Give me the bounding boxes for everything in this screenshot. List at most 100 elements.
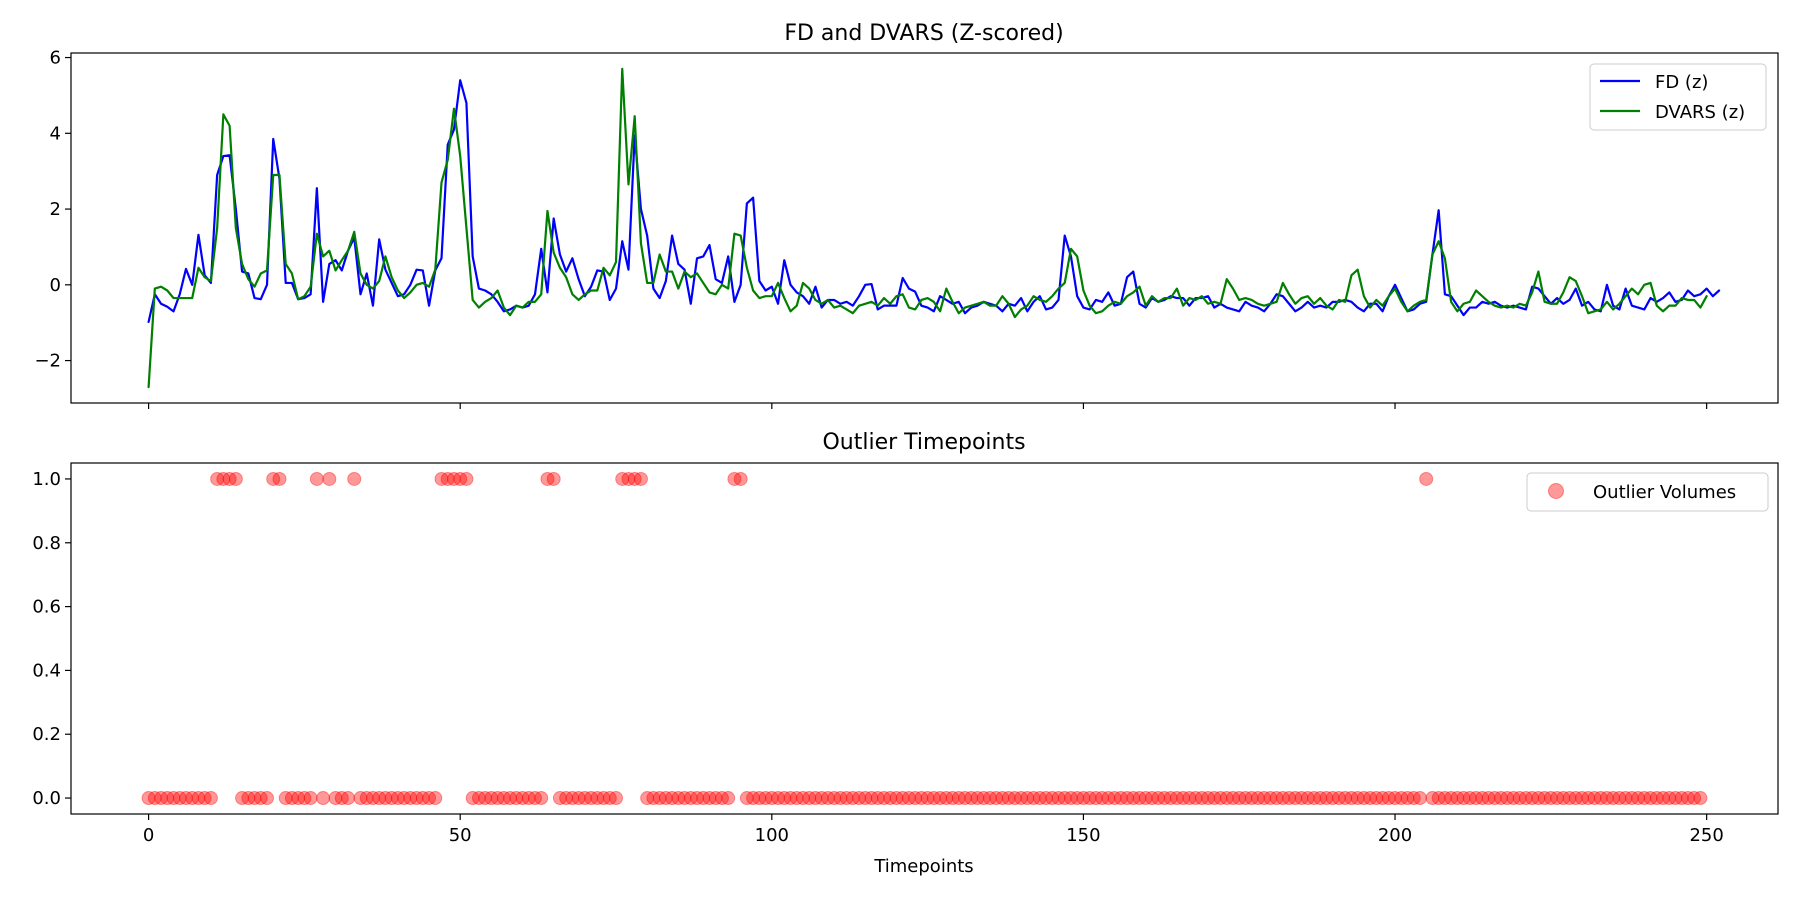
outlier-point — [590, 791, 605, 806]
outlier-point — [1624, 791, 1639, 806]
outlier-point — [521, 791, 536, 806]
outlier-point — [1575, 791, 1589, 806]
outlier-point — [677, 791, 692, 806]
outlier-point — [347, 471, 362, 486]
outlier-point — [1506, 791, 1521, 806]
outlier-point — [1350, 791, 1365, 806]
outlier-point — [1481, 791, 1496, 806]
outlier-point — [833, 791, 848, 806]
outlier-point — [1325, 791, 1340, 806]
outlier-point — [328, 791, 343, 806]
outlier-point — [1656, 791, 1671, 806]
outlier-panel: Outlier Timepoints 0.0 0.2 0.4 0.6 0.8 1.0 0 50… — [32, 430, 1779, 877]
outlier-point — [322, 471, 337, 486]
outlier-point — [920, 791, 935, 806]
outlier-point — [1493, 791, 1508, 806]
outlier-point — [827, 791, 842, 806]
outlier-point — [1344, 791, 1359, 806]
outlier-point — [1375, 791, 1390, 806]
outlier-point — [933, 791, 948, 806]
fd-dvars-ticks: −2 0 2 4 6 — [34, 48, 1708, 409]
outlier-point — [721, 791, 736, 806]
outlier-point — [1313, 791, 1328, 806]
outlier-point — [1076, 791, 1091, 806]
outlier-point — [1319, 791, 1334, 806]
outlier-point — [141, 791, 156, 806]
fd-dvars-panel: FD and DVARS (Z-scored) −2 0 2 4 6 FD (z) DV… — [34, 21, 1779, 409]
outlier-point — [1201, 791, 1216, 806]
fd-dvars-legend: FD (z) DVARS (z) — [1589, 63, 1767, 131]
outlier-point — [970, 791, 985, 806]
outlier-point — [1687, 791, 1702, 806]
outlier-point — [596, 791, 611, 806]
outlier-point — [845, 791, 860, 806]
outlier-point — [422, 791, 437, 806]
outlier-point — [434, 471, 449, 486]
outlier-point — [1250, 791, 1265, 806]
outlier-point — [166, 791, 181, 806]
outlier-point — [203, 791, 218, 806]
outlier-point — [989, 791, 1004, 806]
outlier-point — [527, 791, 542, 806]
outlier-point — [1556, 791, 1571, 806]
outlier-point — [210, 471, 225, 486]
outlier-point — [976, 791, 991, 806]
outlier-point — [1618, 791, 1633, 806]
outlier-point — [1169, 791, 1184, 806]
outlier-point — [727, 471, 742, 486]
outlier-point — [1207, 791, 1222, 806]
outlier-point — [1649, 791, 1664, 806]
outlier-point — [1095, 791, 1110, 806]
outlier-point — [1444, 791, 1459, 806]
legend-outlier-label: Outlier Volumes — [1593, 482, 1736, 503]
outlier-point — [1431, 791, 1446, 806]
outlier-point — [1244, 791, 1259, 806]
outlier-point — [1587, 791, 1602, 806]
outlier-point — [1606, 791, 1621, 806]
outlier-point — [1157, 791, 1172, 806]
outlier-point — [764, 791, 779, 806]
outlier-point — [683, 791, 698, 806]
outlier-point — [1176, 791, 1191, 806]
outlier-point — [808, 791, 823, 806]
outlier-point — [1674, 791, 1689, 806]
outlier-point — [658, 791, 673, 806]
outlier-point — [353, 791, 368, 806]
outlier-point — [939, 791, 954, 806]
outlier-point — [982, 791, 997, 806]
outlier-point — [814, 791, 829, 806]
y-tick-label: 1.0 — [32, 469, 61, 490]
y-tick-label: 6 — [50, 48, 61, 69]
outlier-plot-area — [141, 471, 1708, 806]
outlier-point — [1113, 791, 1128, 806]
outlier-point — [316, 791, 331, 806]
outlier-point — [1300, 791, 1315, 806]
outlier-point — [478, 791, 493, 806]
outlier-point — [1412, 791, 1427, 806]
outlier-point — [1500, 791, 1515, 806]
x-tick-label: 100 — [755, 825, 789, 846]
outlier-point — [1637, 791, 1652, 806]
outlier-point — [185, 791, 200, 806]
outlier-point — [1475, 791, 1490, 806]
outlier-point — [876, 791, 891, 806]
outlier-ticks: 0.0 0.2 0.4 0.6 0.8 1.0 0 50 100 150 200 250 — [32, 469, 1723, 846]
outlier-point — [471, 791, 486, 806]
outlier-point — [334, 791, 349, 806]
outlier-point — [1599, 791, 1614, 806]
outlier-point — [777, 791, 792, 806]
x-axis-label: Timepoints — [873, 856, 973, 877]
outlier-point — [1275, 791, 1290, 806]
dvars-series-line — [147, 67, 1708, 389]
outlier-point — [397, 791, 412, 806]
outlier-point — [615, 471, 630, 486]
y-tick-label: 0.8 — [32, 533, 61, 554]
outlier-point — [1363, 791, 1378, 806]
y-tick-label: −2 — [34, 351, 61, 372]
outlier-point — [1213, 791, 1228, 806]
outlier-point — [758, 791, 773, 806]
outlier-point — [1680, 791, 1695, 806]
outlier-point — [1163, 791, 1178, 806]
outlier-point — [172, 791, 187, 806]
